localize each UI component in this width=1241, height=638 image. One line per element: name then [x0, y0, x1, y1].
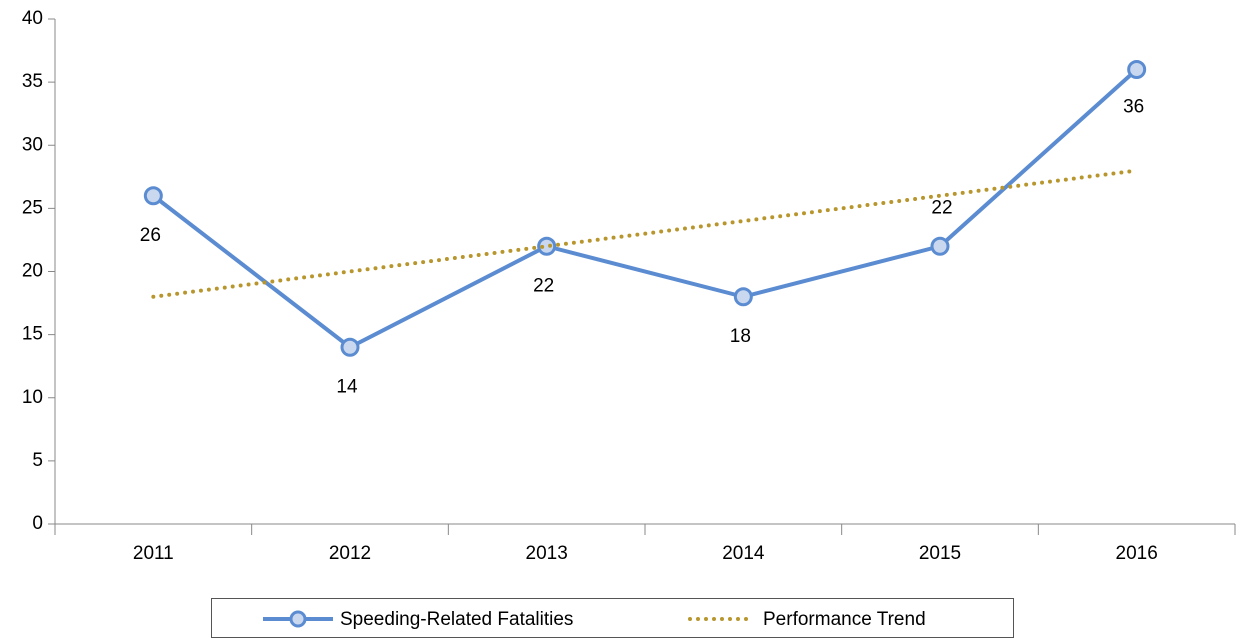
data-point	[537, 236, 557, 256]
x-tick-label: 2016	[1116, 543, 1158, 564]
data-label: 14	[336, 376, 358, 397]
legend-label: Speeding-Related Fatalities	[340, 609, 573, 630]
y-tick-label: 40	[22, 8, 43, 29]
data-point	[1127, 60, 1147, 79]
legend-marker	[289, 610, 307, 628]
data-point	[930, 236, 950, 256]
y-tick-label: 20	[22, 261, 43, 282]
y-tick-label: 35	[22, 71, 43, 92]
y-tick-label: 10	[22, 387, 43, 408]
data-label: 22	[533, 275, 554, 296]
series-line	[152, 68, 1139, 350]
x-tick-label: 2011	[133, 543, 174, 564]
data-label: 26	[140, 225, 161, 246]
legend-box	[211, 598, 1014, 638]
y-tick-label: 25	[22, 197, 43, 218]
y-tick-label: 5	[32, 450, 43, 471]
y-tick-label: 15	[22, 324, 43, 345]
y-tick-label: 30	[22, 134, 43, 155]
data-point	[340, 337, 360, 357]
x-tick-label: 2015	[919, 543, 961, 564]
x-tick-label: 2013	[526, 543, 568, 564]
x-tick-label: 2014	[722, 543, 765, 564]
x-tick-label: 2012	[329, 543, 371, 564]
y-tick-label: 0	[32, 513, 43, 534]
legend-label: Performance Trend	[763, 609, 926, 630]
data-label: 36	[1123, 97, 1144, 118]
trend-line	[151, 168, 1139, 299]
data-label: 22	[931, 197, 952, 218]
data-point	[143, 186, 163, 206]
data-point	[733, 287, 753, 307]
data-label: 18	[730, 326, 751, 347]
